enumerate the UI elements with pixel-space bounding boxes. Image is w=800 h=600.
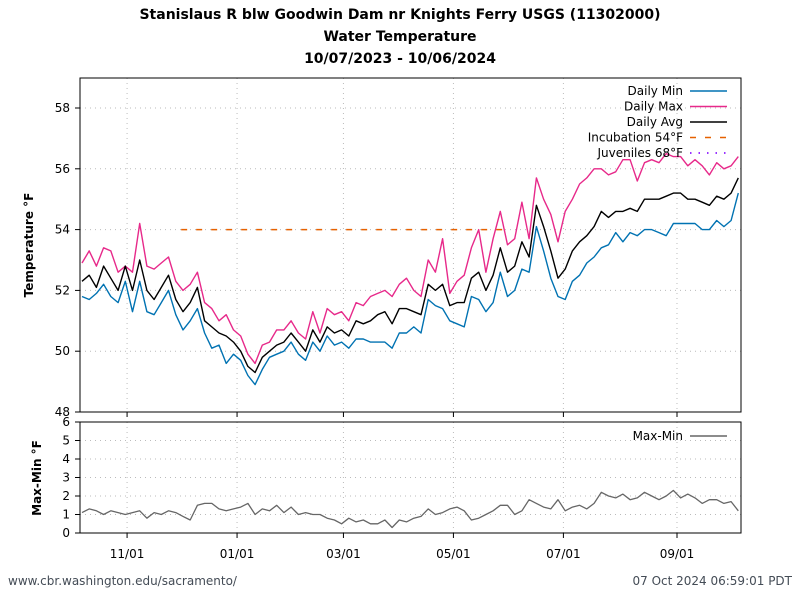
daily-min-line (81, 192, 739, 386)
legend-label: Juveniles 68°F (596, 146, 683, 160)
max-min-legend: Max-Min (633, 429, 727, 443)
y-tick-label: 52 (55, 283, 70, 297)
x-tick-label: 01/01 (220, 547, 255, 561)
legend-daily-max: Daily Max (624, 100, 727, 114)
y-tick-label: 48 (55, 405, 70, 419)
chart-title-station: Stanislaus R blw Goodwin Dam nr Knights … (139, 7, 661, 23)
source-url-link[interactable]: www.cbr.washington.edu/sacramento/ (8, 574, 237, 588)
y-tick-label: 0 (62, 526, 70, 540)
max-min-panel: 0 1 2 3 4 5 6 11/01 01/01 03/01 05/01 07/01 09/01 M… (30, 415, 742, 561)
max-min-y-axis-title: Max-Min °F (30, 440, 44, 516)
chart-title-daterange: 10/07/2023 - 10/06/2024 (304, 51, 496, 67)
legend-daily-min: Daily Min (628, 84, 727, 98)
generated-timestamp: 07 Oct 2024 06:59:01 PDT (632, 574, 792, 588)
y-tick-label: 56 (55, 162, 70, 176)
legend-label: Daily Min (628, 84, 683, 98)
y-tick-label: 3 (62, 471, 70, 485)
x-tick-label: 05/01 (436, 547, 471, 561)
chart-title-metric: Water Temperature (323, 29, 477, 45)
y-tick-label: 1 (62, 508, 70, 522)
temperature-plot-frame (79, 77, 742, 413)
y-tick-label: 6 (62, 415, 70, 429)
max-min-line (81, 489, 739, 529)
legend-label: Daily Avg (627, 115, 683, 129)
legend-label: Incubation 54°F (588, 131, 683, 145)
x-tick-label: 11/01 (110, 547, 145, 561)
temperature-y-axis-title: Temperature °F (22, 193, 36, 298)
legend-label: Daily Max (624, 100, 683, 114)
y-tick-label: 54 (55, 223, 70, 237)
legend-juveniles: Juveniles 68°F (596, 146, 727, 160)
y-tick-label: 4 (62, 452, 70, 466)
daily-avg-line (81, 177, 739, 374)
x-tick-label: 07/01 (546, 547, 581, 561)
legend-max-min: Max-Min (633, 429, 727, 443)
y-tick-label: 5 (62, 434, 70, 448)
daily-max-line (81, 152, 739, 365)
y-tick-label: 2 (62, 489, 70, 503)
legend-daily-avg: Daily Avg (627, 115, 727, 129)
legend-label: Max-Min (633, 429, 683, 443)
x-tick-label: 03/01 (326, 547, 361, 561)
y-tick-label: 50 (55, 344, 70, 358)
x-tick-label: 09/01 (660, 547, 695, 561)
legend-incubation: Incubation 54°F (588, 131, 727, 145)
y-tick-label: 58 (55, 101, 70, 115)
